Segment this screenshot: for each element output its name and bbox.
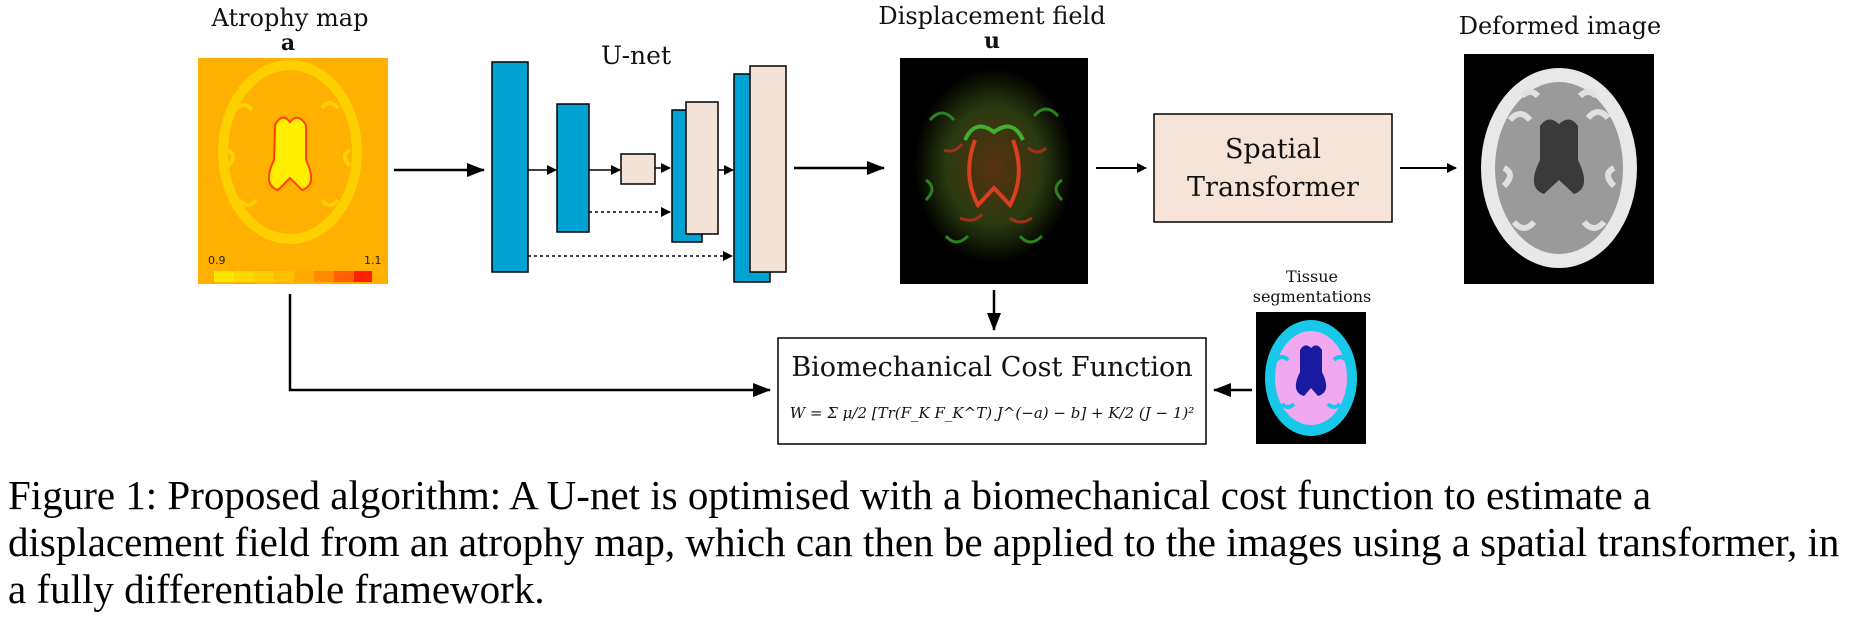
deformed-image-title: Deformed image (1459, 12, 1662, 40)
displacement-field-image (900, 58, 1088, 284)
spatial-transformer-box: Spatial Transformer (1153, 113, 1393, 223)
atrophy-map-title: Atrophy map (211, 4, 369, 32)
arrow-atrophy-to-cost (288, 294, 771, 397)
cost-function-box: Biomechanical Cost Function W = Σ μ/2 [T… (777, 337, 1207, 445)
colorbar-max-label: 1.1 (364, 254, 382, 267)
displacement-field-symbol: u (984, 28, 1000, 54)
cost-function-title: Biomechanical Cost Function (791, 352, 1192, 383)
atrophy-map-image: 0.9 1.1 (198, 58, 388, 284)
colorbar-min-label: 0.9 (208, 254, 226, 267)
displacement-field-title: Displacement field (878, 2, 1105, 30)
deformed-image (1464, 54, 1654, 284)
tissue-segmentations-line2: segmentations (1253, 287, 1372, 306)
spatial-transformer-line2: Transformer (1187, 172, 1359, 203)
atrophy-map-symbol: a (281, 30, 295, 56)
unet-label: U-net (601, 41, 671, 70)
cost-function-formula: W = Σ μ/2 [Tr(F_K F_K^T) J^(−a) − b] + K… (790, 404, 1195, 422)
figure-caption: Figure 1: Proposed algorithm: A U-net is… (8, 472, 1840, 612)
spatial-transformer-line1: Spatial (1225, 134, 1321, 165)
colorbar (214, 271, 372, 282)
tissue-segmentations-image (1256, 312, 1366, 444)
unet-diagram (491, 61, 787, 283)
tissue-segmentations-line1: Tissue (1286, 267, 1338, 286)
